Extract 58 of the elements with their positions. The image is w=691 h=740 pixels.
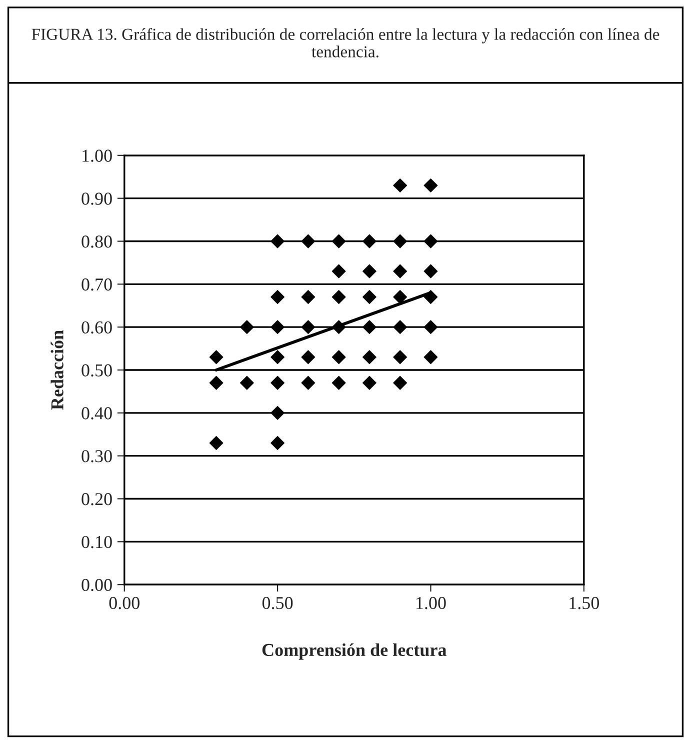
- y-tick-label: 0.30: [82, 450, 112, 462]
- point: [240, 320, 254, 334]
- x-axis-title: Comprensión de lectura: [262, 643, 446, 660]
- point: [209, 350, 224, 364]
- point: [362, 376, 376, 390]
- y-tick-label: 0.50: [82, 364, 112, 377]
- y-tick-label: 0.00: [82, 578, 112, 592]
- chart-title: FIGURA 13. Gráfica de distribución de correlación entre la lectura y la redacción con línea de tendencia.: [32, 28, 660, 58]
- y-tick-label: 0.40: [82, 407, 112, 420]
- point: [270, 406, 285, 420]
- point: [301, 376, 316, 390]
- point: [270, 234, 285, 248]
- point: [270, 320, 285, 334]
- point: [209, 436, 224, 450]
- point: [209, 376, 224, 390]
- x-tick-label: 0.50: [262, 596, 293, 610]
- point: [301, 290, 316, 304]
- y-tick-label: 0.60: [82, 321, 112, 334]
- point: [424, 234, 438, 248]
- point: [362, 320, 376, 334]
- point: [301, 234, 316, 248]
- point: [393, 290, 408, 304]
- point: [362, 350, 376, 364]
- point: [424, 350, 438, 364]
- x-tick-label: 1.00: [416, 596, 446, 610]
- point: [240, 376, 254, 390]
- point: [270, 290, 285, 304]
- point: [270, 436, 285, 450]
- x-tick-label: 0.00: [109, 596, 140, 610]
- x-tick-label: 1.50: [570, 596, 600, 610]
- point: [424, 178, 438, 192]
- point: [424, 264, 438, 278]
- y-axis-title: Redacción: [50, 330, 64, 410]
- point: [424, 320, 438, 334]
- y-tick-label: 0.20: [82, 493, 112, 506]
- y-tick-label: 1.00: [82, 150, 112, 162]
- point: [393, 350, 408, 364]
- point: [301, 320, 316, 334]
- y-tick-label: 0.70: [82, 278, 112, 291]
- point: [332, 350, 346, 364]
- point: [393, 320, 408, 334]
- point: [332, 234, 346, 248]
- point: [393, 178, 408, 192]
- y-tick-label: 0.80: [82, 235, 112, 248]
- point: [270, 350, 285, 364]
- point: [393, 234, 408, 248]
- point: [332, 264, 346, 278]
- point: [362, 290, 376, 304]
- point: [332, 290, 346, 304]
- point: [270, 376, 285, 390]
- y-tick-label: 0.90: [82, 192, 112, 205]
- point: [301, 350, 316, 364]
- point: [362, 234, 376, 248]
- point: [393, 376, 408, 390]
- y-tick-label: 0.10: [82, 536, 112, 548]
- point: [332, 376, 346, 390]
- point: [362, 264, 376, 278]
- point: [393, 264, 408, 278]
